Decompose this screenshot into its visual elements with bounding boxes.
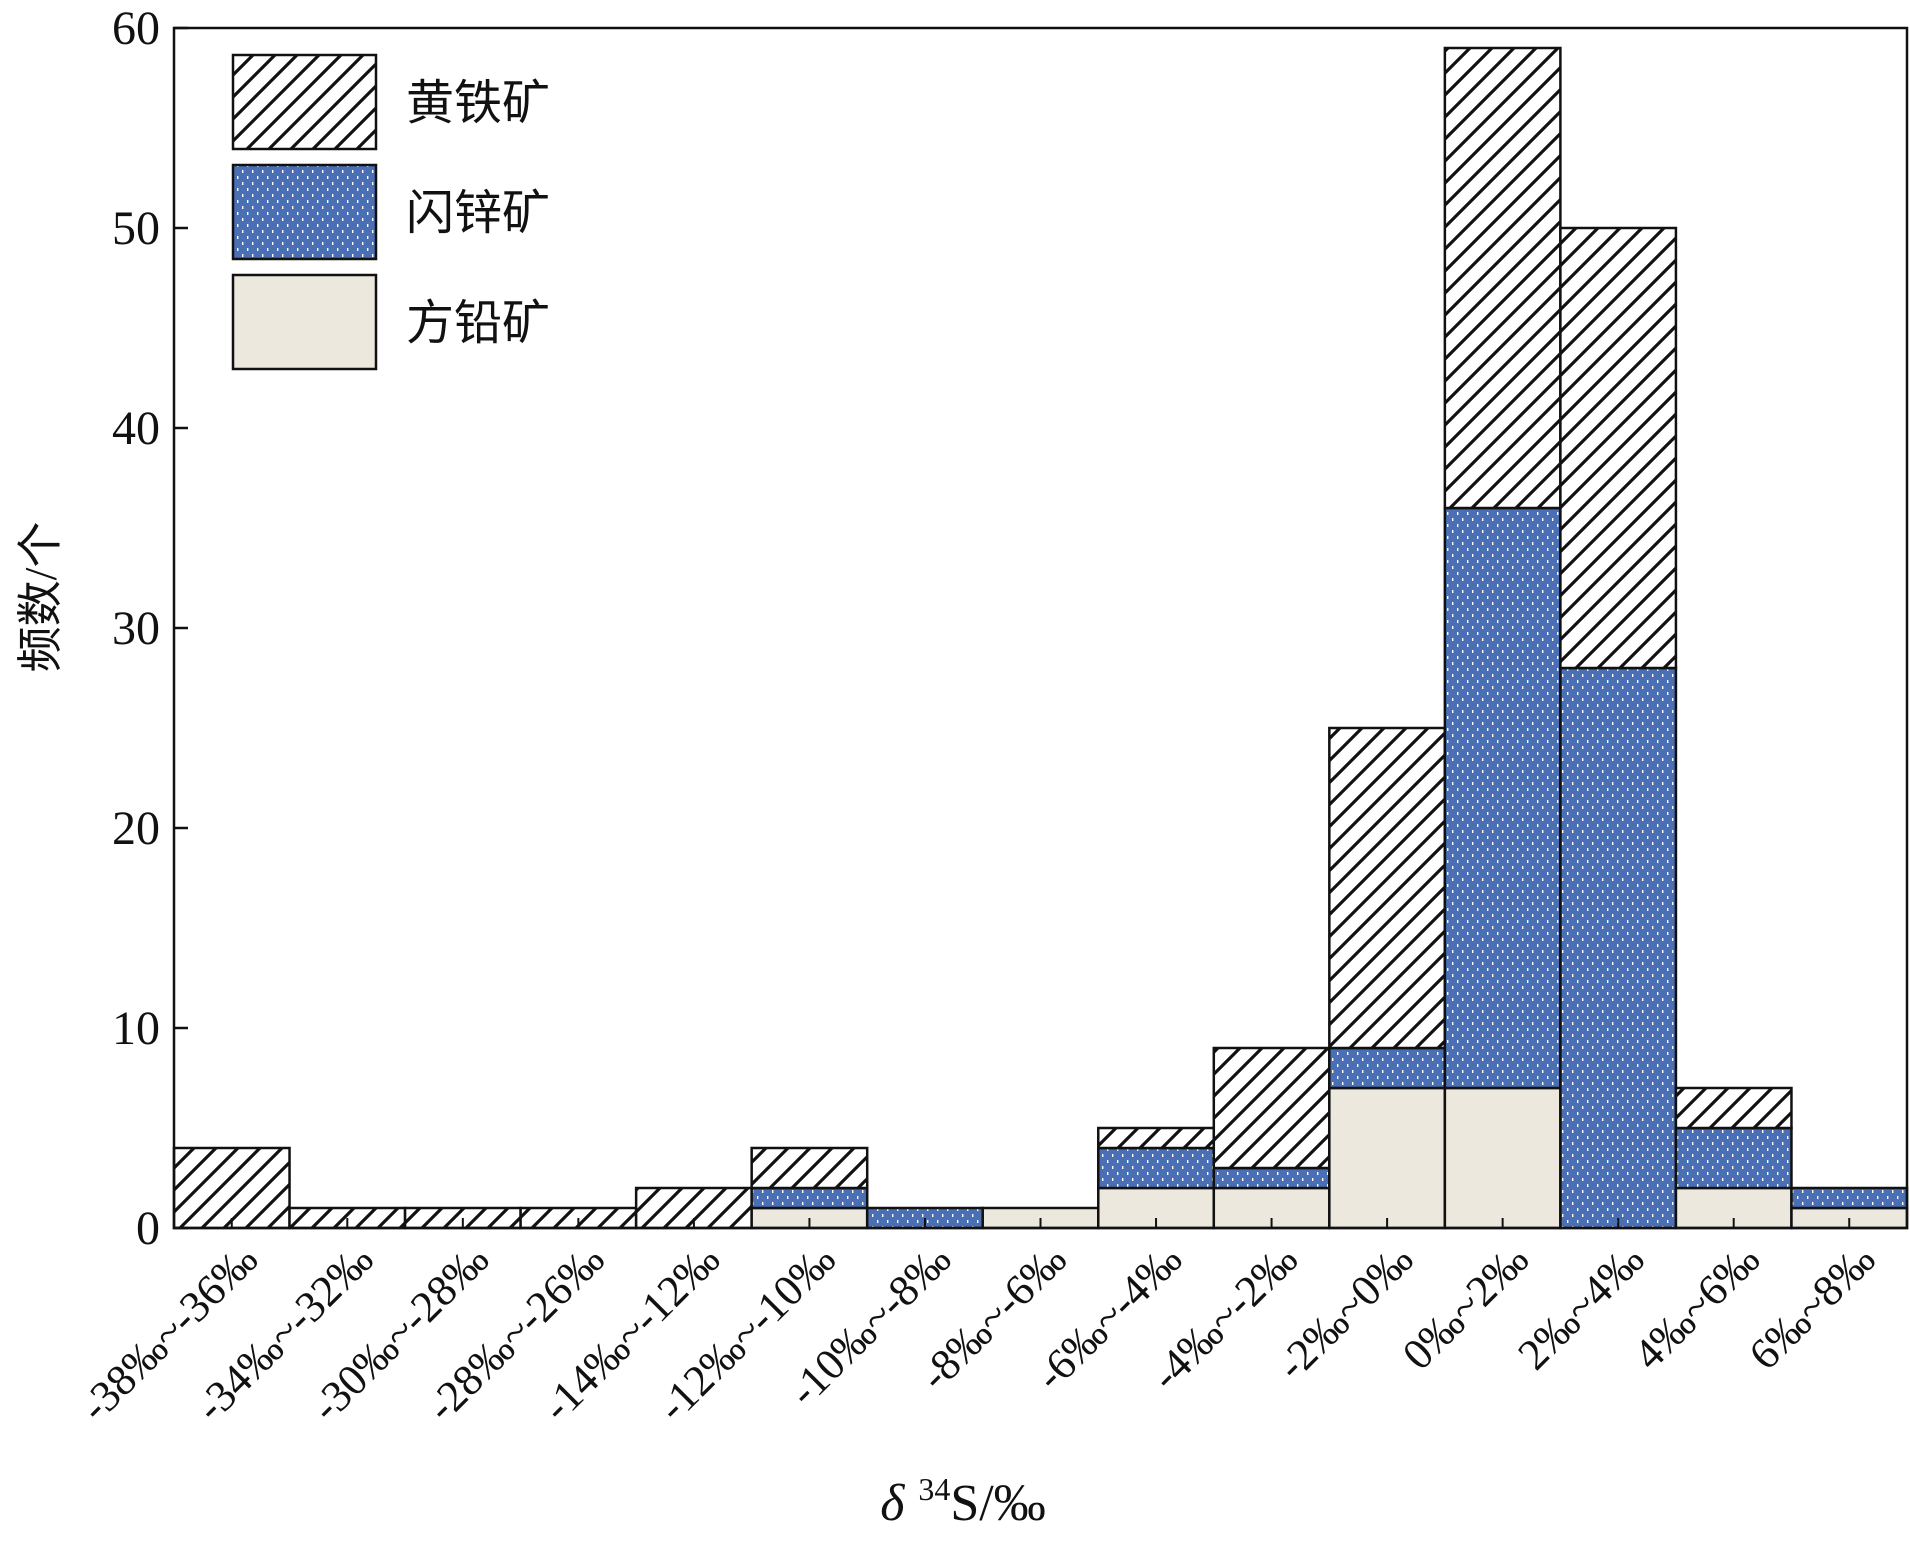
bar-segment-sphalerite-9 — [1212, 1166, 1331, 1190]
legend-label-pyrite: 黄铁矿 — [406, 77, 550, 130]
legend-swatch-pyrite — [231, 53, 378, 151]
x-tick-label-14: 6‰~8‰ — [1739, 1234, 1884, 1379]
x-axis-label-sup: 34 — [918, 1471, 950, 1507]
bar-segment-pyrite-13 — [1674, 1086, 1793, 1130]
bar-segment-pyrite-9 — [1212, 1046, 1331, 1170]
x-tick-label-13: 4‰~6‰ — [1624, 1234, 1769, 1379]
x-tick-label-11: 0‰~2‰ — [1393, 1234, 1538, 1379]
y-tick-label-10: 10 — [112, 1002, 160, 1055]
bar-segment-sphalerite-11 — [1443, 506, 1562, 1090]
y-tick-label-0: 0 — [136, 1202, 160, 1255]
bar-segment-sphalerite-13 — [1674, 1126, 1793, 1190]
bar-segment-sphalerite-5 — [750, 1186, 869, 1210]
bar-segment-galena-10 — [1328, 1086, 1447, 1230]
y-tick-label-60: 60 — [112, 2, 160, 55]
x-axis-label-unit: S/‰ — [950, 1475, 1045, 1532]
bar-segment-pyrite-10 — [1328, 726, 1447, 1050]
y-axis-label: 频数/个 — [15, 522, 66, 673]
y-tick-label-30: 30 — [112, 602, 160, 655]
bar-segment-pyrite-12 — [1559, 226, 1678, 670]
legend-label-sphalerite: 闪锌矿 — [406, 187, 550, 240]
bar-segment-sphalerite-8 — [1097, 1146, 1216, 1190]
y-tick-label-50: 50 — [112, 202, 160, 255]
x-axis-label: δ 34S/‰ — [880, 1471, 1046, 1532]
legend-swatch-galena — [231, 273, 378, 371]
legend-label-galena: 方铅矿 — [406, 297, 550, 350]
bar-segment-pyrite-11 — [1443, 46, 1562, 510]
x-tick-label-12: 2‰~4‰ — [1508, 1234, 1653, 1379]
legend-swatch-sphalerite — [231, 163, 378, 261]
bar-segment-sphalerite-14 — [1790, 1186, 1909, 1210]
bar-segment-pyrite-0 — [172, 1146, 291, 1230]
y-tick-label-40: 40 — [112, 402, 160, 455]
bars-group — [172, 46, 1909, 1230]
bar-segment-sphalerite-12 — [1559, 666, 1678, 1230]
bar-segment-pyrite-8 — [1097, 1126, 1216, 1150]
bar-segment-galena-11 — [1443, 1086, 1562, 1230]
y-tick-label-20: 20 — [112, 802, 160, 855]
x-axis-label-delta: δ — [880, 1475, 905, 1532]
bar-segment-sphalerite-10 — [1328, 1046, 1447, 1090]
bar-segment-pyrite-5 — [750, 1146, 869, 1190]
